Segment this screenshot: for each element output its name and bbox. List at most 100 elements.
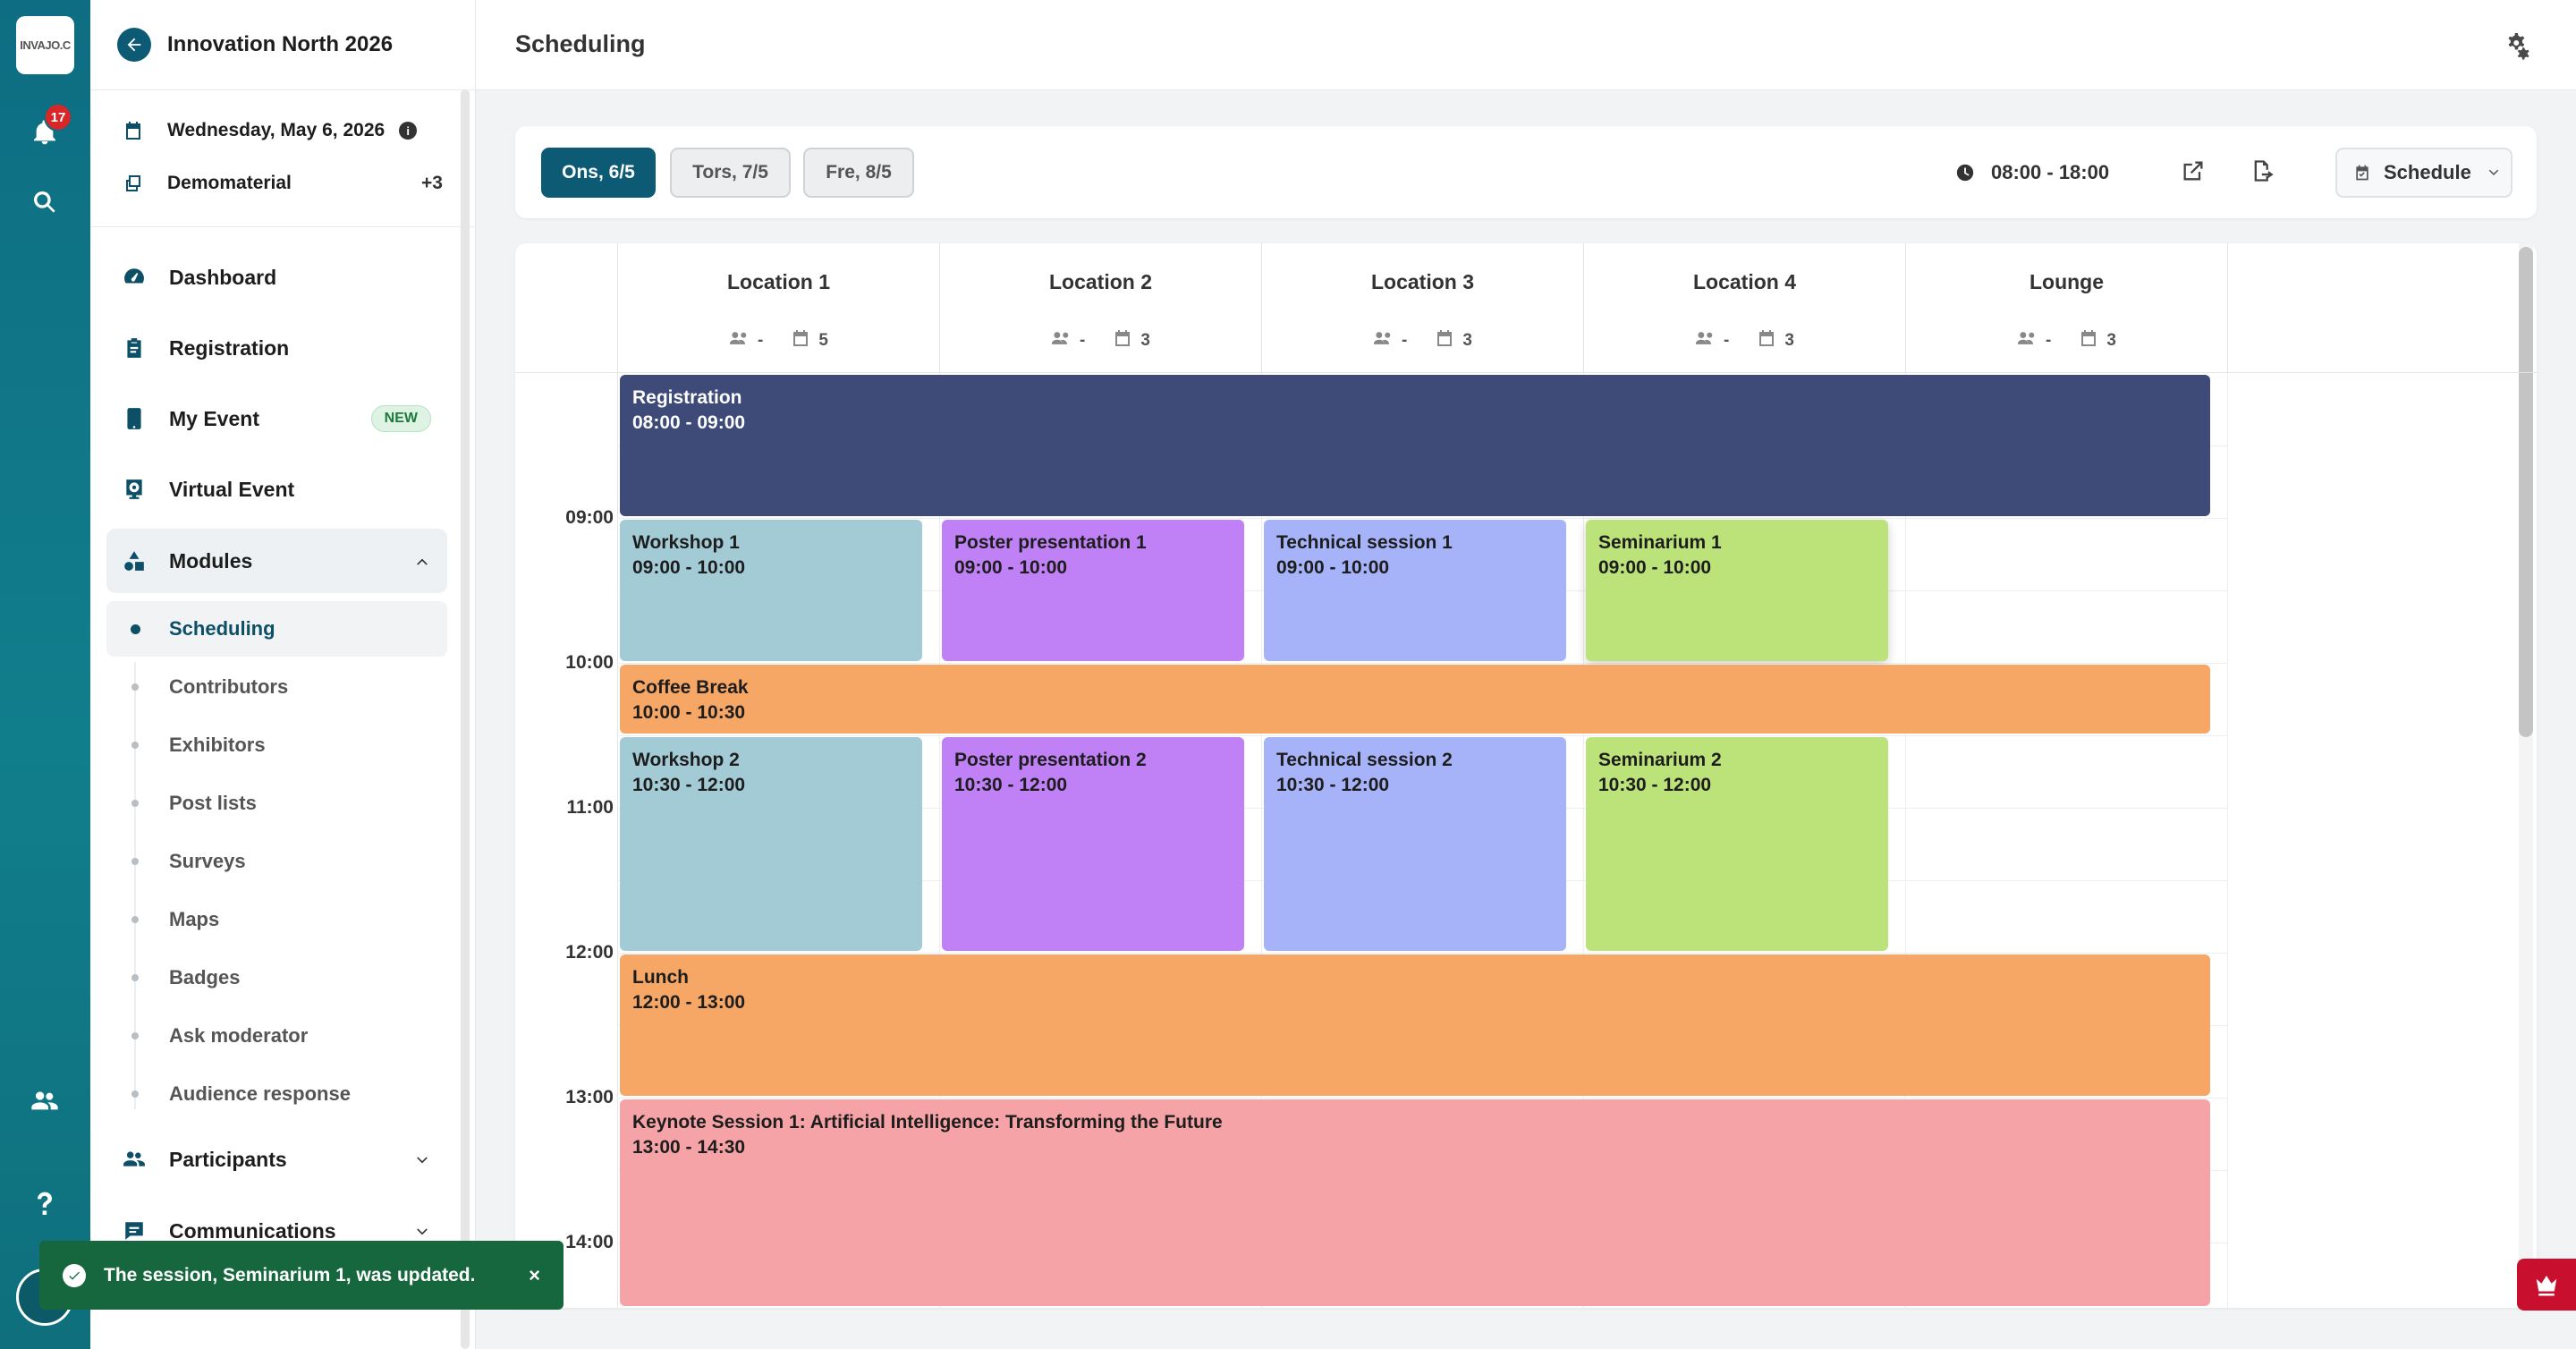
open-external-button[interactable] — [2181, 158, 2207, 185]
calendar-scrollbar-thumb[interactable] — [2519, 247, 2533, 737]
submenu-item-post-lists[interactable]: Post lists — [106, 776, 447, 831]
people-count: - — [1724, 331, 1730, 350]
sidebar-divider — [90, 226, 475, 227]
nav-communications[interactable]: Communications — [106, 1199, 447, 1263]
nav-registration[interactable]: Registration — [106, 316, 447, 380]
time-range[interactable]: 08:00 - 18:00 — [1955, 148, 2109, 198]
webcam-icon — [126, 479, 142, 499]
users-icon — [31, 1091, 58, 1110]
sessions-icon — [1112, 329, 1133, 352]
nav-virtual-event[interactable]: Virtual Event — [106, 457, 447, 522]
notifications-button[interactable]: 17 — [22, 103, 72, 155]
calendar-icon — [126, 122, 140, 140]
submenu-item-scheduling[interactable]: Scheduling — [106, 601, 447, 657]
search-button[interactable] — [22, 180, 67, 225]
shapes-icon — [124, 551, 144, 571]
day-tab-1[interactable]: Ons, 6/5 — [541, 148, 656, 198]
event-date-row[interactable]: Wednesday, May 6, 2026 i — [123, 120, 443, 141]
premium-button[interactable] — [2517, 1259, 2576, 1311]
clock-icon — [1956, 164, 1974, 182]
session-block[interactable]: Coffee Break 10:00 - 10:30 — [620, 665, 2210, 734]
submenu-dot — [131, 742, 139, 749]
nav-dashboard[interactable]: Dashboard — [106, 245, 447, 310]
session-block[interactable]: Seminarium 1 09:00 - 10:00 — [1586, 520, 1888, 661]
grid-line — [617, 518, 2227, 519]
toast-close-button[interactable]: × — [529, 1263, 540, 1286]
session-block[interactable]: Keynote Session 1: Artificial Intelligen… — [620, 1099, 2210, 1306]
submenu-item-ask-moderator[interactable]: Ask moderator — [106, 1008, 447, 1064]
grid-line — [617, 953, 2227, 954]
info-icon[interactable]: i — [399, 122, 418, 140]
nav-participants-label: Participants — [169, 1147, 287, 1171]
session-block[interactable]: Workshop 1 09:00 - 10:00 — [620, 520, 922, 661]
column-divider — [939, 373, 940, 1308]
sessions-icon — [1434, 329, 1455, 352]
sessions-count: 3 — [2106, 331, 2116, 350]
event-date: Wednesday, May 6, 2026 — [167, 120, 386, 140]
submenu-dot — [131, 858, 139, 865]
back-button[interactable] — [117, 28, 151, 62]
material-extra-count: +3 — [421, 173, 443, 193]
session-time: 10:30 - 12:00 — [954, 775, 1068, 795]
session-title: Workshop 1 — [632, 532, 740, 553]
people-count: - — [1080, 331, 1086, 350]
session-time: 09:00 - 10:00 — [1598, 557, 1712, 578]
hour-label: 14:00 — [565, 1232, 614, 1252]
submenu-item-audience-response[interactable]: Audience response — [106, 1066, 447, 1122]
search-icon — [34, 191, 55, 213]
session-block[interactable]: Technical session 1 09:00 - 10:00 — [1264, 520, 1566, 661]
material-label: Demomaterial — [167, 173, 292, 193]
team-button[interactable] — [22, 1079, 67, 1124]
app-logo[interactable]: INVAJO.C — [16, 16, 74, 74]
location-header[interactable]: Lounge -3 — [1906, 243, 2228, 373]
location-name: Location 4 — [1692, 270, 1796, 293]
nav-modules[interactable]: Modules — [106, 529, 447, 593]
submenu-dot — [131, 916, 139, 923]
session-block[interactable]: Registration 08:00 - 09:00 — [620, 375, 2210, 516]
sessions-count: 3 — [1140, 331, 1150, 350]
submenu-item-contributors[interactable]: Contributors — [106, 659, 447, 715]
submenu-item-exhibitors[interactable]: Exhibitors — [106, 717, 447, 773]
location-header[interactable]: Location 2 - 3 — [940, 243, 1262, 373]
nav-participants[interactable]: Participants — [106, 1127, 447, 1192]
notification-count-badge: 17 — [44, 103, 72, 132]
location-header[interactable]: Location 3-3 — [1262, 243, 1584, 373]
session-block[interactable]: Seminarium 2 10:30 - 12:00 — [1586, 737, 1888, 951]
session-block[interactable]: Technical session 2 10:30 - 12:00 — [1264, 737, 1566, 951]
session-block[interactable]: Workshop 2 10:30 - 12:00 — [620, 737, 922, 951]
location-meta: -3 — [1584, 329, 1905, 352]
session-title: Keynote Session 1: Artificial Intelligen… — [632, 1112, 1223, 1133]
help-button[interactable] — [22, 1182, 67, 1226]
people-icon — [2017, 329, 2038, 352]
location-header[interactable]: Location 1-5 — [618, 243, 940, 373]
people-count: - — [2046, 331, 2052, 350]
session-title: Poster presentation 1 — [954, 532, 1147, 553]
people-count: - — [1402, 331, 1408, 350]
grid-line — [617, 735, 2227, 736]
session-block[interactable]: Lunch 12:00 - 13:00 — [620, 954, 2210, 1096]
day-tab-3[interactable]: Fre, 8/5 — [803, 148, 914, 198]
session-block[interactable]: Poster presentation 2 10:30 - 12:00 — [942, 737, 1244, 951]
mobile-icon — [127, 408, 141, 429]
submenu-item-maps[interactable]: Maps — [106, 892, 447, 947]
empty-column-header — [2228, 243, 2537, 373]
session-block[interactable]: Poster presentation 1 09:00 - 10:00 — [942, 520, 1244, 661]
grid-line — [617, 1098, 2227, 1099]
location-header[interactable]: Location 4 -3 — [1584, 243, 1906, 373]
material-row[interactable]: Demomaterial +3 — [123, 173, 443, 194]
sessions-count: 3 — [1462, 331, 1472, 350]
submenu-dot — [131, 624, 140, 634]
nav-my-event[interactable]: My Event NEW — [106, 386, 447, 451]
column-divider — [1583, 373, 1584, 1308]
page-title: Scheduling — [515, 30, 646, 57]
new-badge: NEW — [370, 405, 431, 432]
submenu-item-badges[interactable]: Badges — [106, 950, 447, 1005]
location-name: Location 2 — [1048, 270, 1152, 293]
submenu-item-surveys[interactable]: Surveys — [106, 834, 447, 889]
export-button[interactable] — [2250, 158, 2277, 185]
sidebar-scrollbar[interactable] — [461, 89, 470, 1349]
view-select[interactable]: Schedule — [2335, 148, 2512, 198]
settings-button[interactable] — [2501, 30, 2533, 62]
hour-label: 10:00 — [565, 652, 614, 673]
day-tab-2[interactable]: Tors, 7/5 — [670, 148, 791, 198]
